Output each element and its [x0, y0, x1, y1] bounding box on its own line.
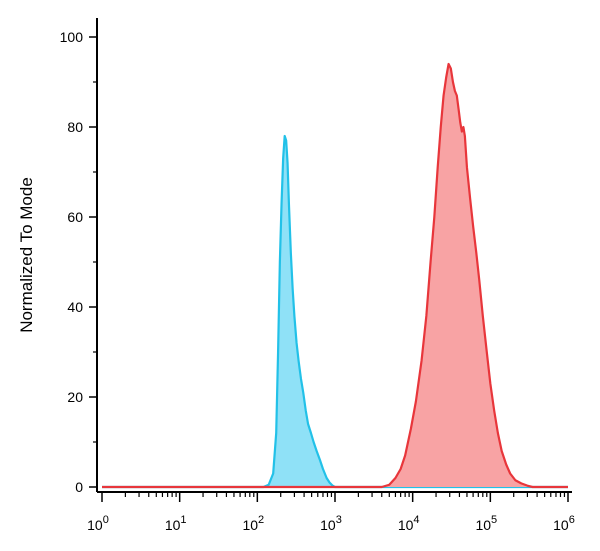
- series-2-area: [102, 64, 568, 487]
- series-1-line: [102, 134, 568, 489]
- x-tick-label: 102: [242, 514, 264, 533]
- y-tick-label: 20: [67, 389, 83, 405]
- series-layer: [102, 62, 568, 489]
- x-tick-label: 101: [165, 514, 187, 533]
- axes-layer: [96, 18, 572, 493]
- x-tick-label: 103: [320, 514, 342, 533]
- y-tick-label: 60: [67, 209, 83, 225]
- y-tick-label: 100: [60, 29, 84, 45]
- series-2-line: [102, 62, 568, 489]
- x-tick-label: 106: [553, 514, 575, 533]
- x-tick-label: 100: [87, 514, 109, 533]
- x-tick-label: 104: [398, 514, 420, 533]
- y-axis-title: Normalized To Mode: [17, 177, 36, 333]
- y-tick-label: 40: [67, 299, 83, 315]
- y-tick-label: 0: [75, 479, 83, 495]
- y-tick-label: 80: [67, 119, 83, 135]
- ticks-layer: 0 20 40 60 80 100 100 101 102 103 104 105 106: [60, 29, 575, 533]
- x-tick-label: 105: [475, 514, 497, 533]
